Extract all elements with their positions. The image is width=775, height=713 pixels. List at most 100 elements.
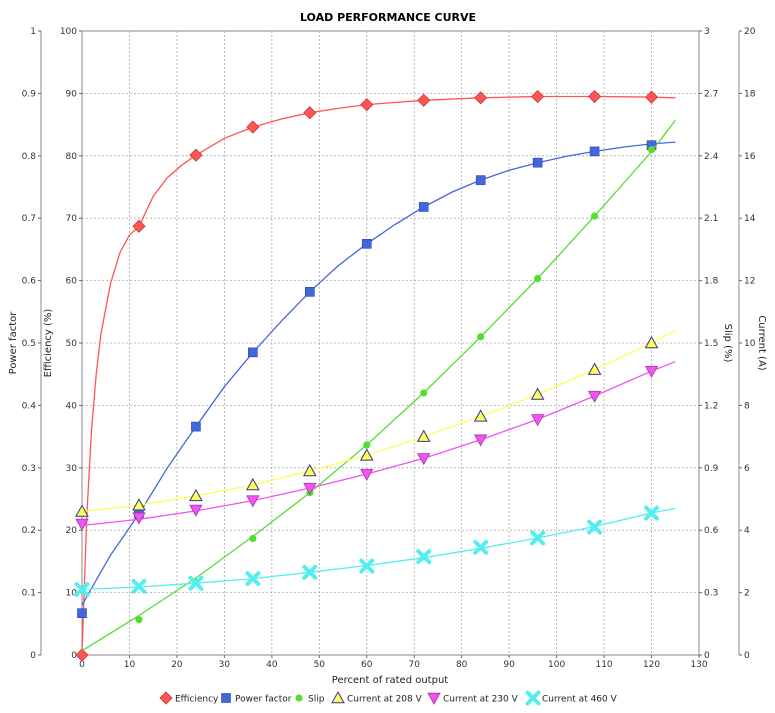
series-line (81, 507, 676, 591)
power-factor-tick-label: 0.4 (22, 401, 37, 411)
data-point (530, 414, 545, 427)
data-point (418, 202, 429, 212)
efficiency-tick-label: 0 (71, 651, 77, 661)
legend-item: Efficiency (159, 691, 219, 705)
slip-tick-label: 0.9 (704, 464, 719, 474)
axes: 0 10 20 30 40 50 60 70 80 90 100 110 120 13000.10.20.… (22, 27, 756, 670)
data-point (644, 505, 660, 521)
legend-label: Efficiency (175, 695, 219, 705)
data-point (532, 157, 543, 168)
legend-swatch (159, 691, 173, 705)
data-point (246, 477, 260, 491)
data-point (75, 504, 89, 517)
data-point (647, 145, 656, 154)
efficiency-tick-label: 10 (66, 589, 78, 599)
slip-tick-label: 1.5 (704, 339, 718, 349)
current-tick-label: 8 (744, 401, 750, 411)
data-point (530, 387, 545, 400)
current-tick-label: 0 (744, 651, 750, 661)
data-point (246, 120, 260, 134)
current-tick-label: 6 (744, 464, 750, 474)
legend-item: Power factor (221, 693, 292, 705)
power-factor-tick-label: 0.6 (22, 277, 37, 287)
data-point (587, 519, 603, 535)
power-factor-tick-label: 0.7 (22, 214, 36, 224)
series-layer (74, 89, 676, 662)
current-tick-label: 14 (744, 214, 756, 224)
data-point (473, 539, 489, 555)
series-line (81, 141, 676, 606)
slip-tick-label: 2.4 (704, 152, 719, 162)
efficiency-tick-label: 100 (60, 27, 77, 37)
data-point (531, 89, 545, 104)
data-point (246, 495, 260, 508)
power-factor-tick-label: 0.8 (22, 152, 37, 162)
data-point (588, 89, 602, 104)
slip-tick-label: 1.8 (704, 277, 719, 287)
data-point (245, 571, 261, 587)
legend-swatch (331, 690, 345, 704)
data-point (587, 362, 602, 375)
legend-item: Slip (295, 694, 325, 705)
data-point (189, 148, 203, 162)
data-point (475, 175, 486, 185)
efficiency-tick-label: 90 (66, 89, 78, 99)
slip-tick-label: 0.6 (704, 526, 719, 536)
data-point (132, 512, 146, 525)
current-tick-label: 20 (744, 27, 756, 37)
legend-item: Current at 460 V (525, 690, 618, 706)
efficiency-axis-label: Efficiency (%) (43, 309, 54, 378)
efficiency-tick-label: 60 (66, 277, 78, 287)
data-point (589, 146, 600, 157)
efficiency-tick-label: 30 (66, 464, 78, 474)
slip-tick-label: 0 (704, 651, 710, 661)
data-point (75, 648, 89, 662)
data-point (363, 441, 371, 449)
power-factor-tick-label: 0.1 (22, 589, 36, 599)
legend-label: Slip (308, 695, 325, 705)
current-tick-label: 12 (744, 277, 755, 287)
data-point (191, 421, 201, 432)
slip-tick-label: 0.3 (704, 589, 718, 599)
x-axis-label: Percent of rated output (332, 675, 449, 686)
current-tick-label: 2 (744, 589, 750, 599)
x-tick-label: 50 (314, 660, 326, 670)
power-factor-tick-label: 1 (30, 27, 36, 37)
data-point (132, 219, 146, 233)
data-point (189, 504, 203, 517)
data-point (530, 530, 546, 546)
data-point (534, 274, 542, 283)
x-tick-label: 110 (595, 660, 612, 670)
legend-swatch (525, 690, 541, 706)
data-point (249, 534, 257, 543)
x-tick-label: 70 (409, 660, 421, 670)
data-point (587, 390, 602, 403)
chart-title: LOAD PERFORMANCE CURVE (300, 11, 476, 24)
data-point (590, 212, 599, 220)
power-factor-tick-label: 0.2 (22, 526, 36, 536)
data-point (132, 498, 146, 511)
legend: Efficiency Power factor Slip Current at 208… (159, 690, 618, 706)
current-tick-label: 18 (744, 89, 756, 99)
efficiency-tick-label: 20 (66, 526, 78, 536)
slip-tick-label: 3 (704, 27, 710, 37)
x-tick-label: 80 (456, 660, 468, 670)
current-tick-label: 16 (744, 152, 756, 162)
data-point (420, 389, 428, 397)
data-point (416, 429, 431, 442)
current-axis-label: Current (A) (756, 315, 767, 370)
data-point (303, 106, 317, 120)
data-point (416, 549, 432, 565)
series-current-at-230-v (75, 361, 676, 531)
data-point (644, 90, 659, 104)
data-point (303, 482, 317, 495)
data-point (188, 575, 204, 591)
data-point (473, 434, 488, 447)
legend-label: Power factor (235, 695, 292, 705)
data-point (305, 287, 315, 297)
slip-tick-label: 2.7 (704, 89, 718, 99)
data-point (248, 347, 258, 358)
slip-axis-label: Slip (%) (722, 324, 733, 363)
efficiency-tick-label: 80 (66, 152, 78, 162)
